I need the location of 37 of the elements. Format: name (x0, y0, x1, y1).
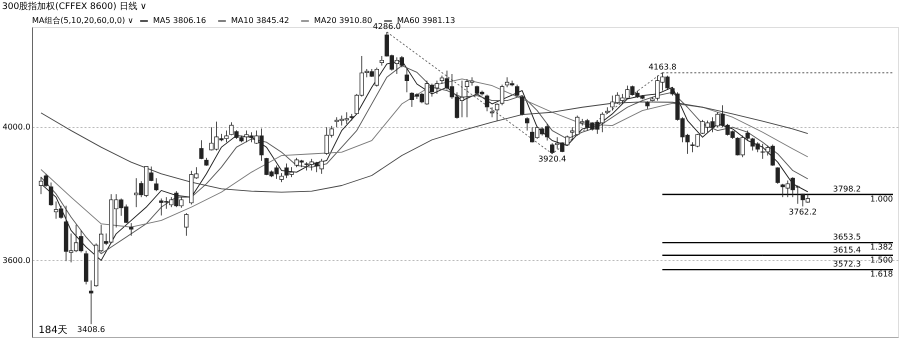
candlestick (380, 56, 384, 66)
candlestick (500, 84, 504, 106)
candlestick (199, 140, 204, 160)
y-tick-label: 3600.0 (2, 256, 30, 265)
ref-line-label: 3653.5 (833, 232, 861, 242)
candlestick (129, 222, 134, 236)
ref-line-label: 3798.2 (833, 184, 861, 194)
annotation: 3408.6 (77, 325, 106, 334)
candlestick (524, 116, 530, 131)
candlestick (184, 212, 188, 236)
legend-label: MA5 3806.16 (153, 16, 206, 25)
candlestick (88, 280, 94, 325)
legend-title: MA组合(5,10,20,60,0,0) ∨ (32, 16, 134, 25)
candlestick (514, 84, 520, 98)
candlestick (154, 178, 158, 192)
annotation: 1.000 (870, 194, 893, 204)
y-tick-label: 4000.0 (2, 122, 30, 132)
line-series (40, 101, 808, 193)
chart-title: 300股指加权(CFFEX 8600) 日线 ∨ (2, 2, 147, 12)
annotation: 184天 (38, 325, 68, 336)
annotation: 3762.2 (788, 207, 817, 216)
candlestick (776, 166, 780, 184)
annotation: 1.618 (870, 270, 893, 279)
candlestick (490, 106, 494, 118)
candlestick (404, 67, 410, 93)
candlestick (48, 182, 54, 206)
candlestick (484, 94, 490, 112)
annotation: 1.500 (870, 255, 893, 264)
annotation: 1.382 (870, 242, 893, 252)
legend-label: MA10 3845.42 (231, 16, 290, 25)
annotation: 3920.4 (538, 154, 566, 164)
annotation: 4163.8 (648, 62, 676, 72)
candlestick (520, 94, 524, 116)
legend-label: MA20 3910.80 (314, 16, 372, 25)
candlestick (494, 102, 500, 121)
ref-line-label: 3615.4 (833, 245, 861, 254)
ref-line-label: 3572.3 (833, 260, 861, 269)
